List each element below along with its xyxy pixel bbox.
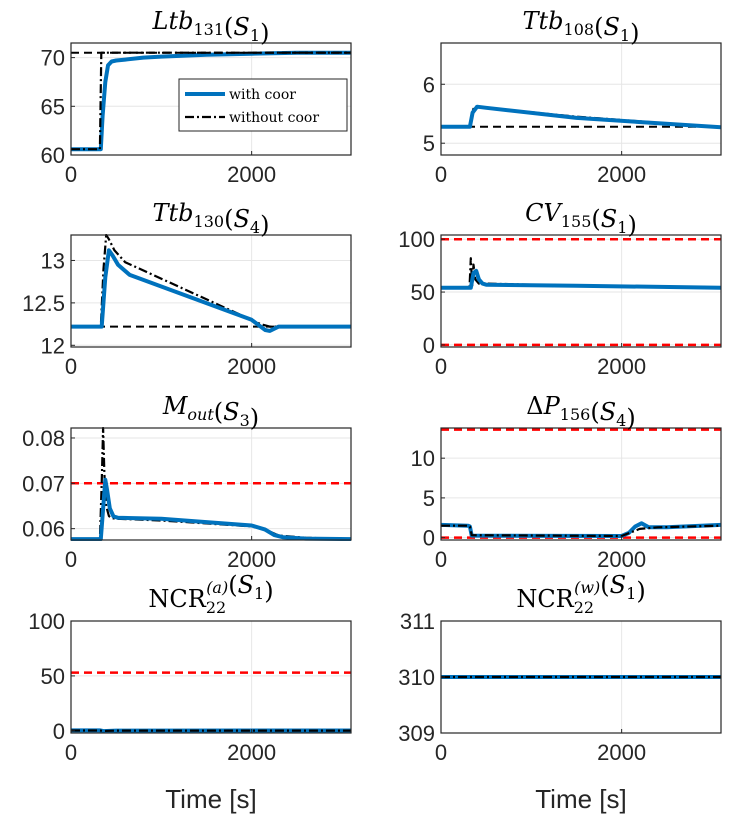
ytick-label: 310	[398, 665, 435, 690]
axes-background	[71, 235, 351, 347]
series-with-coor	[441, 268, 721, 290]
xtick-label: 2000	[227, 354, 276, 379]
ytick-label: 309	[398, 721, 435, 746]
ytick-label: 100	[398, 227, 435, 252]
ytick-label: 50	[41, 664, 65, 689]
ytick-label: 0	[423, 526, 435, 551]
xtick-label: 2000	[227, 740, 276, 765]
axes-frame	[440, 427, 722, 541]
legend: with coor without coor	[178, 78, 348, 132]
axes-frame	[70, 620, 352, 734]
series-without-coor	[71, 51, 351, 151]
ytick-label: 13	[41, 248, 65, 273]
legend-box	[178, 78, 348, 132]
x-axis-label: Time [s]	[535, 784, 626, 814]
subplot-2: 0 2000 5 6 Ttb108(S1)	[423, 7, 722, 187]
subplot-5: 0 2000 0.06 0.07 0.08 Mout(S3)	[22, 392, 352, 572]
ytick-label: 100	[28, 609, 65, 634]
axes-frame	[70, 427, 352, 541]
xtick-label: 0	[435, 740, 447, 765]
axes-background	[441, 235, 721, 347]
xtick-label: 2000	[227, 162, 276, 187]
ytick-label: 12	[41, 333, 65, 358]
legend-label-without: without coor	[229, 110, 319, 126]
ytick-label: 60	[41, 143, 65, 168]
ytick-label: 0.06	[22, 517, 65, 542]
subplot-8: 0 2000 309 310 311 NCR22(w)(S1) Time [s]	[398, 571, 722, 814]
axes-background	[441, 43, 721, 155]
subplot-4: 0 2000 0 50 100 CV155(S1)	[398, 199, 722, 379]
axes-frame	[440, 234, 722, 348]
series-with-coor	[71, 477, 351, 541]
subplot-title: CV155(S1)	[525, 199, 637, 239]
xtick-label: 2000	[597, 162, 646, 187]
ytick-label: 0.07	[22, 471, 65, 496]
x-axis-label: Time [s]	[165, 784, 256, 814]
axes-frame	[440, 42, 722, 156]
subplot-title: ΔP156(S4)	[526, 392, 635, 432]
ytick-label: 6	[423, 72, 435, 97]
xtick-label: 2000	[597, 547, 646, 572]
subplot-6: 0 2000 0 5 10 ΔP156(S4)	[411, 392, 722, 572]
series-without-coor	[71, 729, 351, 733]
axes-background	[441, 428, 721, 540]
xtick-label: 2000	[227, 547, 276, 572]
ytick-label: 311	[400, 609, 435, 634]
xtick-label: 2000	[597, 354, 646, 379]
subplot-3: 0 2000 12 12.5 13 Ttb130(S4)	[22, 199, 352, 379]
series-with-coor	[71, 248, 351, 333]
series-with-coor	[441, 104, 721, 130]
subplot-title: Ltb131(S1)	[152, 7, 270, 47]
xtick-label: 0	[435, 162, 447, 187]
ytick-label: 0	[423, 333, 435, 358]
ytick-label: 12.5	[22, 291, 65, 316]
ytick-label: 70	[41, 46, 65, 71]
subplot-title: NCR22(a)(S1)	[148, 571, 273, 617]
xtick-label: 0	[65, 740, 77, 765]
ytick-label: 0	[53, 719, 65, 744]
axes-background	[71, 621, 351, 733]
xtick-label: 0	[435, 547, 447, 572]
subplot-title: Ttb130(S4)	[153, 199, 270, 239]
ytick-label: 0.08	[22, 426, 65, 451]
legend-label-with: with coor	[229, 87, 296, 103]
xtick-label: 0	[65, 547, 77, 572]
xtick-label: 2000	[597, 740, 646, 765]
axes-frame	[70, 234, 352, 348]
axes-frame	[70, 42, 352, 156]
subplot-7: 0 2000 0 50 100 NCR22(a)(S1) Time [s]	[28, 571, 352, 814]
subplot-1: 0 2000 60 65 70 Ltb131(S1) with coor without co…	[41, 7, 352, 187]
ytick-label: 10	[411, 446, 435, 471]
ytick-label: 50	[411, 280, 435, 305]
subplot-title: NCR22(w)(S1)	[516, 571, 645, 617]
xtick-label: 0	[65, 354, 77, 379]
ytick-label: 65	[41, 94, 65, 119]
series-with-coor	[71, 50, 351, 152]
ytick-label: 5	[423, 131, 435, 156]
series-without-coor	[441, 524, 721, 538]
subplot-title: Mout(S3)	[162, 392, 259, 432]
subplot-title: Ttb108(S1)	[523, 7, 640, 47]
ytick-label: 5	[423, 486, 435, 511]
xtick-label: 0	[435, 354, 447, 379]
xtick-label: 0	[65, 162, 77, 187]
